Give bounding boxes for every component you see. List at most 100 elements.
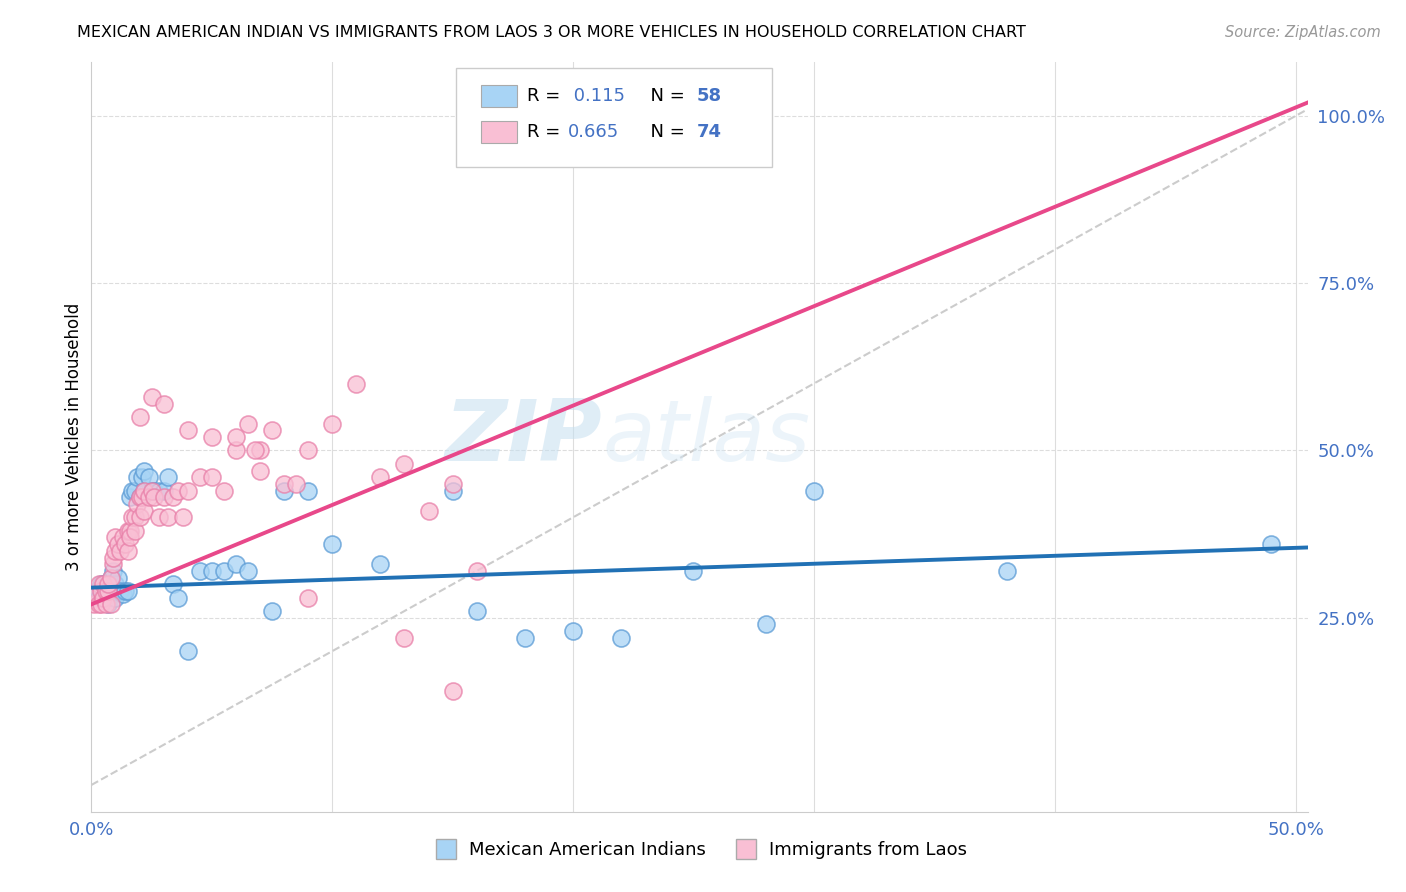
Point xyxy=(84,584,107,599)
Point xyxy=(104,577,127,591)
Text: MEXICAN AMERICAN INDIAN VS IMMIGRANTS FROM LAOS 3 OR MORE VEHICLES IN HOUSEHOLD : MEXICAN AMERICAN INDIAN VS IMMIGRANTS FR… xyxy=(77,25,1026,40)
Point xyxy=(107,571,129,585)
Point xyxy=(394,457,416,471)
Point xyxy=(124,483,146,498)
Point xyxy=(212,564,235,578)
Point xyxy=(225,557,247,572)
Point xyxy=(101,564,124,578)
Point xyxy=(87,598,110,612)
Point xyxy=(273,483,295,498)
Point xyxy=(90,598,112,612)
Legend: Mexican American Indians, Immigrants from Laos: Mexican American Indians, Immigrants fro… xyxy=(425,834,974,866)
Point xyxy=(87,591,110,605)
Text: Source: ZipAtlas.com: Source: ZipAtlas.com xyxy=(1225,25,1381,40)
Point xyxy=(201,430,224,444)
Point xyxy=(117,544,139,558)
Point xyxy=(297,443,319,458)
Point xyxy=(127,497,149,511)
Point xyxy=(243,443,266,458)
Point xyxy=(111,530,134,544)
Point xyxy=(94,591,117,605)
Text: 74: 74 xyxy=(697,123,723,141)
Point xyxy=(97,584,120,599)
Text: 58: 58 xyxy=(697,87,723,105)
Point xyxy=(162,577,184,591)
Point xyxy=(104,544,127,558)
Point xyxy=(100,571,122,585)
Point xyxy=(128,491,150,505)
Point xyxy=(152,396,174,410)
Point xyxy=(441,483,464,498)
Point xyxy=(465,604,488,618)
Point xyxy=(94,577,117,591)
Point xyxy=(249,443,271,458)
Point xyxy=(1260,537,1282,551)
Point xyxy=(225,430,247,444)
Point xyxy=(141,483,163,498)
Point xyxy=(236,417,259,431)
Point xyxy=(143,491,166,505)
Point xyxy=(90,584,112,599)
Point xyxy=(131,470,153,484)
Point xyxy=(118,524,141,538)
Point xyxy=(148,510,170,524)
Point xyxy=(100,571,122,585)
Point xyxy=(212,483,235,498)
Point xyxy=(101,550,124,565)
Point xyxy=(93,584,115,599)
Point xyxy=(755,617,778,632)
Point xyxy=(177,483,200,498)
Point xyxy=(152,483,174,498)
Point xyxy=(157,470,180,484)
Point xyxy=(513,631,536,645)
Point xyxy=(138,470,160,484)
Point xyxy=(370,557,392,572)
Point xyxy=(104,530,127,544)
Text: R =: R = xyxy=(527,123,565,141)
FancyBboxPatch shape xyxy=(481,121,517,144)
Point xyxy=(152,491,174,505)
Point xyxy=(111,587,134,601)
Point xyxy=(110,544,132,558)
Point xyxy=(101,557,124,572)
Point xyxy=(394,631,416,645)
Point xyxy=(100,598,122,612)
Point xyxy=(117,584,139,599)
Point xyxy=(83,598,105,612)
Point xyxy=(97,598,120,612)
Text: ZIP: ZIP xyxy=(444,395,602,479)
Point xyxy=(134,503,156,517)
Point xyxy=(285,476,308,491)
Point xyxy=(201,470,224,484)
Point xyxy=(114,537,136,551)
Point xyxy=(273,476,295,491)
FancyBboxPatch shape xyxy=(481,85,517,107)
Point xyxy=(121,510,143,524)
Point xyxy=(370,470,392,484)
Point xyxy=(84,587,107,601)
Point xyxy=(441,684,464,698)
Point xyxy=(682,564,704,578)
Point xyxy=(143,483,166,498)
Point xyxy=(107,537,129,551)
Point xyxy=(93,577,115,591)
Point xyxy=(321,537,343,551)
Point xyxy=(225,443,247,458)
Point xyxy=(110,584,132,599)
Point xyxy=(97,577,120,591)
FancyBboxPatch shape xyxy=(456,69,772,168)
Point xyxy=(128,491,150,505)
Point xyxy=(97,584,120,599)
Point xyxy=(87,577,110,591)
Point xyxy=(465,136,488,150)
Point xyxy=(117,524,139,538)
Text: N =: N = xyxy=(638,87,690,105)
Point xyxy=(177,424,200,438)
Point xyxy=(172,510,194,524)
Point xyxy=(94,584,117,599)
Point xyxy=(803,483,825,498)
Point xyxy=(93,577,115,591)
Point xyxy=(177,644,200,658)
Point xyxy=(260,424,283,438)
Point xyxy=(124,510,146,524)
